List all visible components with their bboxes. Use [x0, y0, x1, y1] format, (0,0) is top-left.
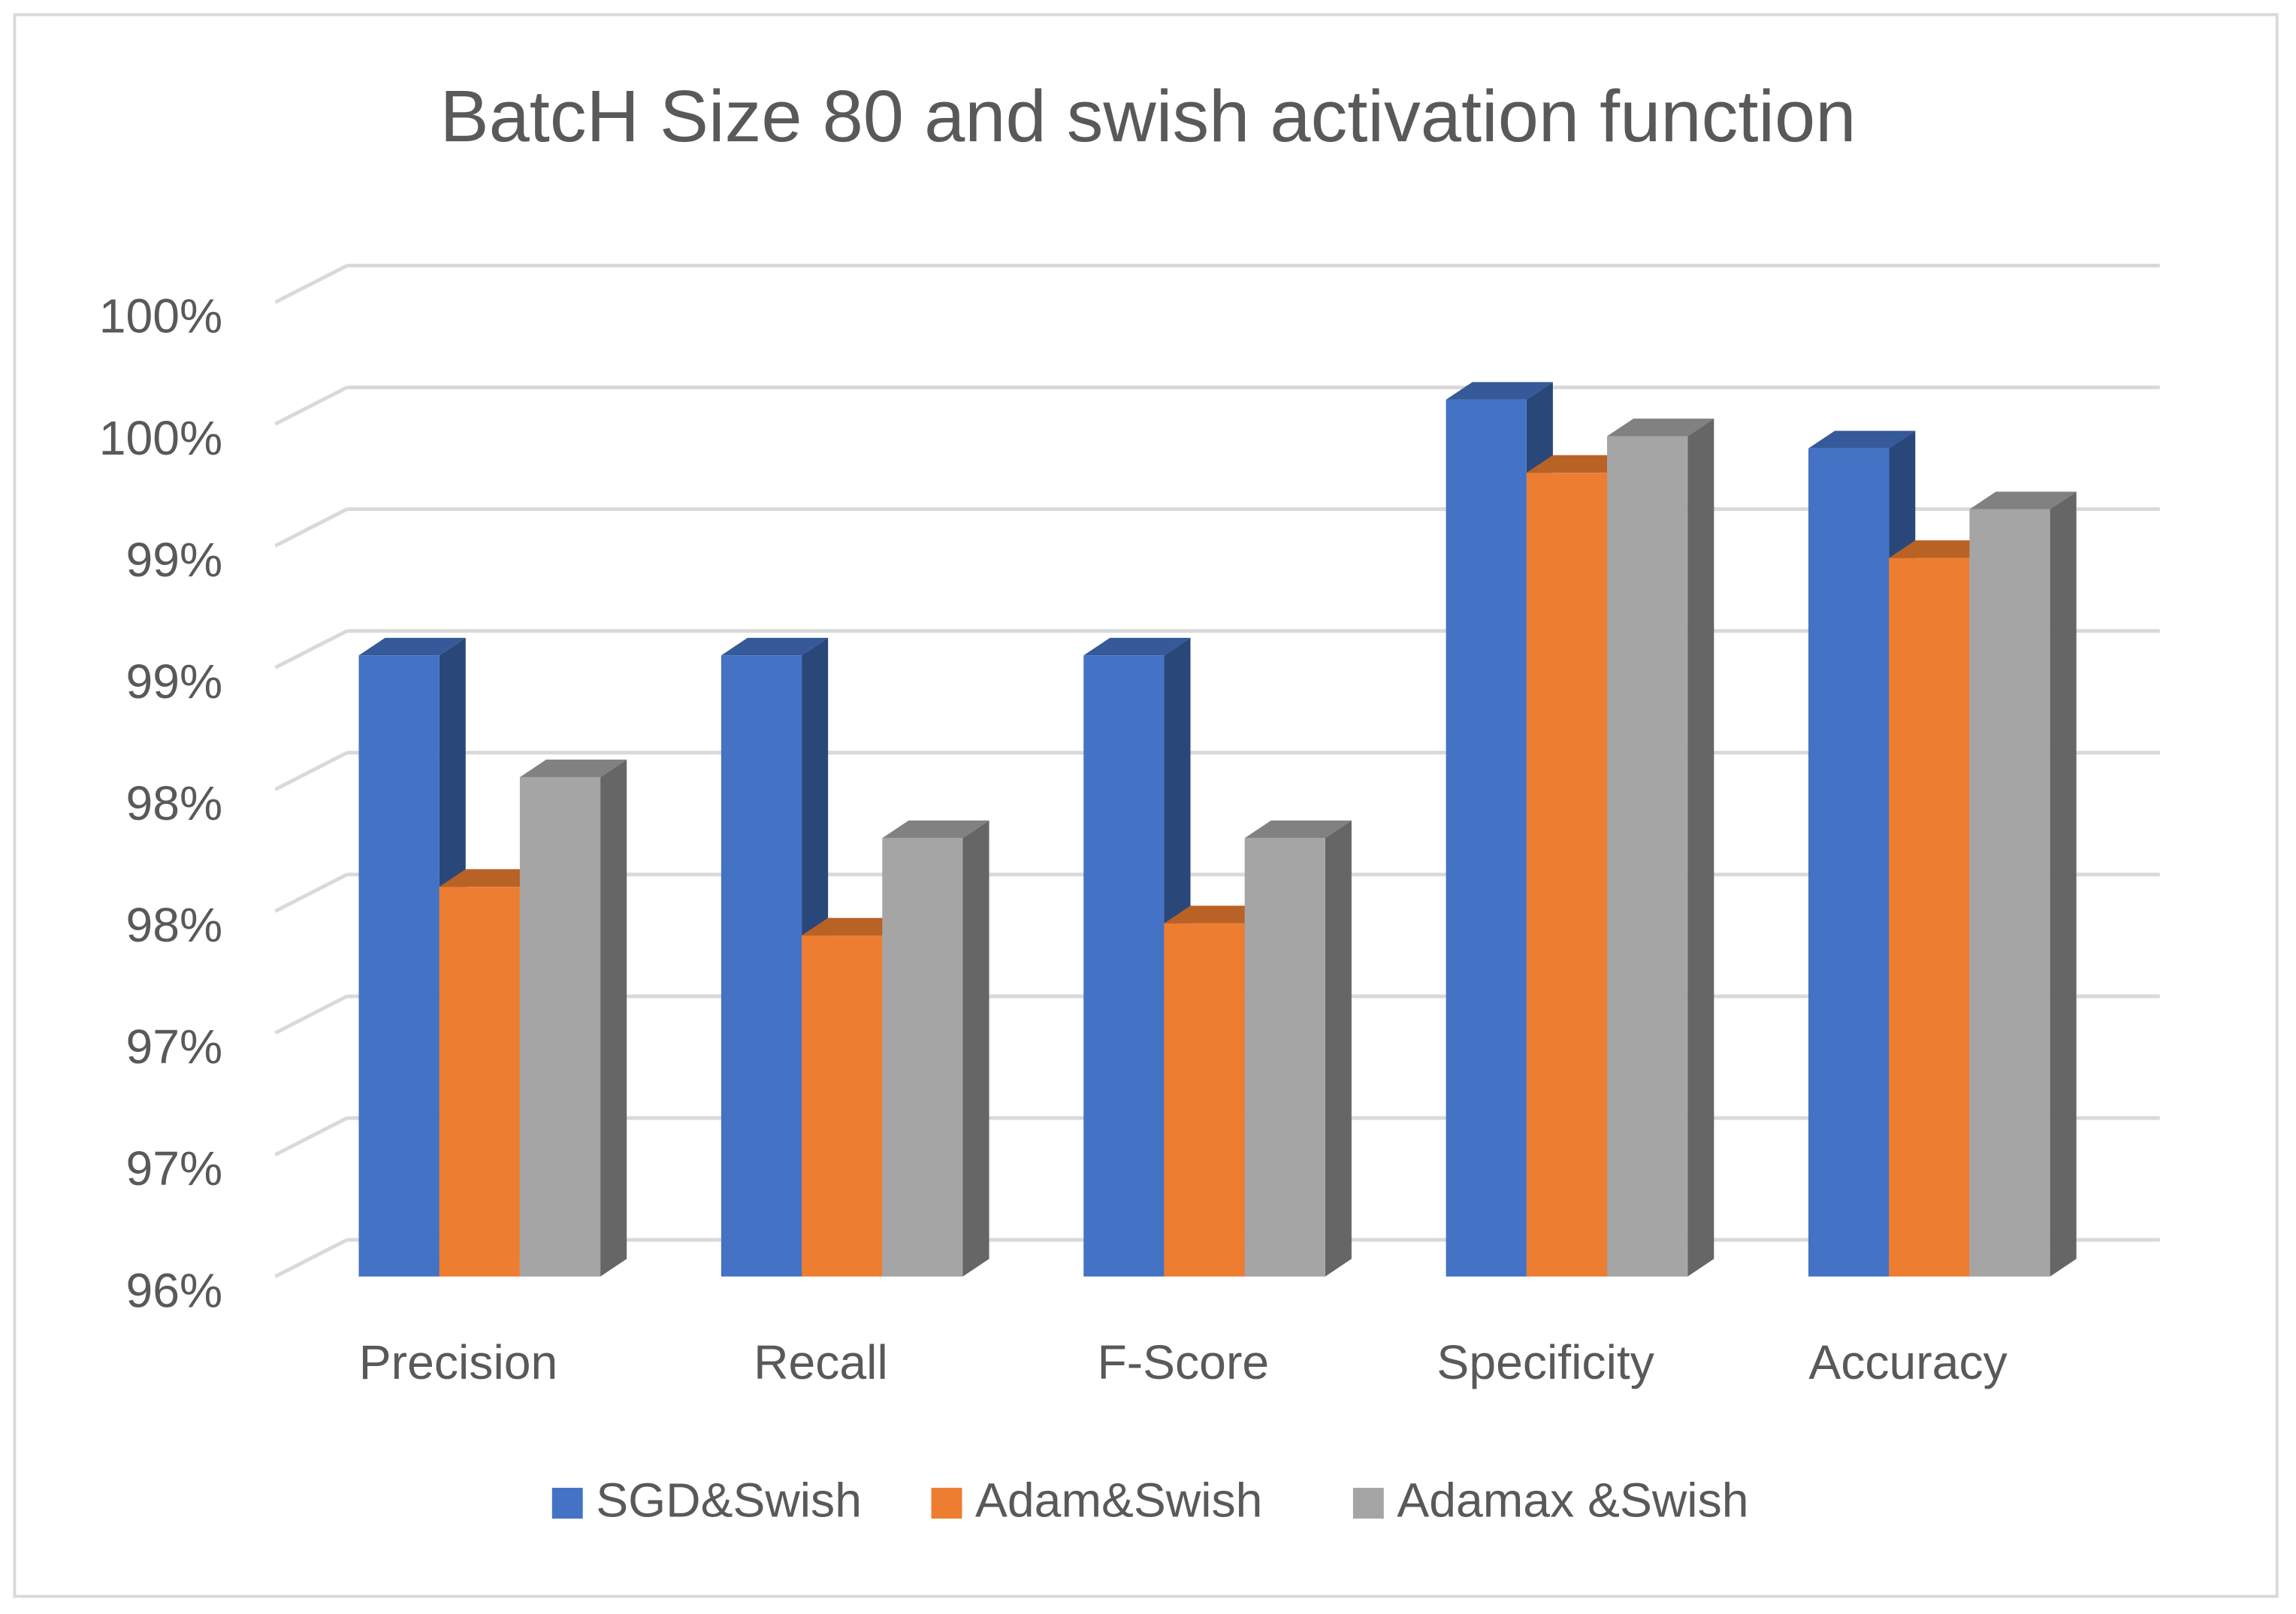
y-tick-label: 98% — [126, 898, 223, 952]
grid-diagonal — [274, 507, 349, 548]
x-tick-label: Accuracy — [1808, 1335, 2007, 1389]
bar-front — [519, 777, 601, 1277]
legend-label: Adamax &Swish — [1397, 1473, 1748, 1527]
bar-top — [1969, 491, 2077, 509]
bar-side — [1325, 820, 1352, 1277]
bar-top — [1889, 540, 1996, 558]
legend-label: Adam&Swish — [975, 1473, 1262, 1527]
grid-diagonal — [274, 751, 349, 791]
bar-front — [1244, 838, 1325, 1277]
bar-top — [1244, 820, 1352, 839]
bar-front — [439, 887, 520, 1277]
y-tick-label: 98% — [126, 776, 223, 830]
bar-top — [1083, 637, 1191, 656]
x-tick-label: Recall — [754, 1335, 888, 1389]
bar-front — [1083, 655, 1165, 1277]
legend-swatch — [1352, 1488, 1384, 1519]
bar — [1244, 820, 1352, 1277]
grid-diagonal — [274, 994, 349, 1035]
bar-front — [1446, 399, 1527, 1277]
bar-side — [2050, 491, 2077, 1277]
bar-front — [1164, 923, 1245, 1277]
bar-front — [1808, 448, 1890, 1277]
bar-front — [882, 838, 963, 1277]
bar-top — [1446, 382, 1553, 400]
grid-diagonal — [274, 264, 349, 304]
bar-top — [519, 759, 627, 778]
bar-top — [439, 869, 546, 887]
bar — [1969, 491, 2077, 1277]
grid-diagonal — [274, 385, 349, 426]
bar-front — [1526, 473, 1608, 1277]
y-tick-label: 97% — [126, 1020, 223, 1074]
bar-top — [802, 917, 909, 936]
bar-front — [1889, 558, 1970, 1277]
bar — [519, 759, 627, 1277]
bar-front — [358, 655, 440, 1277]
grid-diagonal — [274, 1238, 349, 1279]
bar-top — [1526, 455, 1634, 473]
grid-diagonal — [274, 629, 349, 669]
grid-diagonal — [274, 872, 349, 913]
bar-top — [1607, 419, 1714, 437]
bar — [358, 637, 466, 1277]
bar-side — [962, 820, 989, 1277]
x-tick-label: Specificity — [1437, 1335, 1654, 1389]
bar-top — [1808, 431, 1916, 449]
legend-label: SGD&Swish — [596, 1473, 862, 1527]
bar-side — [1687, 419, 1714, 1277]
bar-top — [358, 637, 466, 656]
legend-swatch — [931, 1488, 962, 1519]
y-tick-label: 99% — [126, 533, 223, 587]
y-tick-label: 100% — [99, 411, 222, 465]
chart-title: BatcH Size 80 and swish activation funct… — [440, 75, 1856, 157]
bar — [882, 820, 989, 1277]
legend-swatch — [551, 1488, 583, 1519]
x-tick-label: F-Score — [1097, 1335, 1269, 1389]
y-tick-label: 99% — [126, 654, 223, 709]
grid-diagonal — [274, 1116, 349, 1156]
bar-side — [600, 759, 627, 1277]
bar-front — [721, 655, 802, 1277]
bar-front — [1607, 436, 1688, 1277]
chart-body: BatcH Size 80 and swish activation funct… — [13, 13, 2279, 1598]
x-tick-label: Precision — [359, 1335, 557, 1389]
y-tick-label: 96% — [126, 1263, 223, 1317]
y-tick-label: 100% — [99, 289, 222, 343]
y-tick-label: 97% — [126, 1141, 223, 1195]
bar-front — [1969, 509, 2050, 1277]
bar-top — [1164, 905, 1271, 923]
bar-top — [721, 637, 829, 656]
bar-front — [802, 935, 883, 1277]
bar-top — [882, 820, 989, 839]
bar — [1607, 419, 1714, 1277]
